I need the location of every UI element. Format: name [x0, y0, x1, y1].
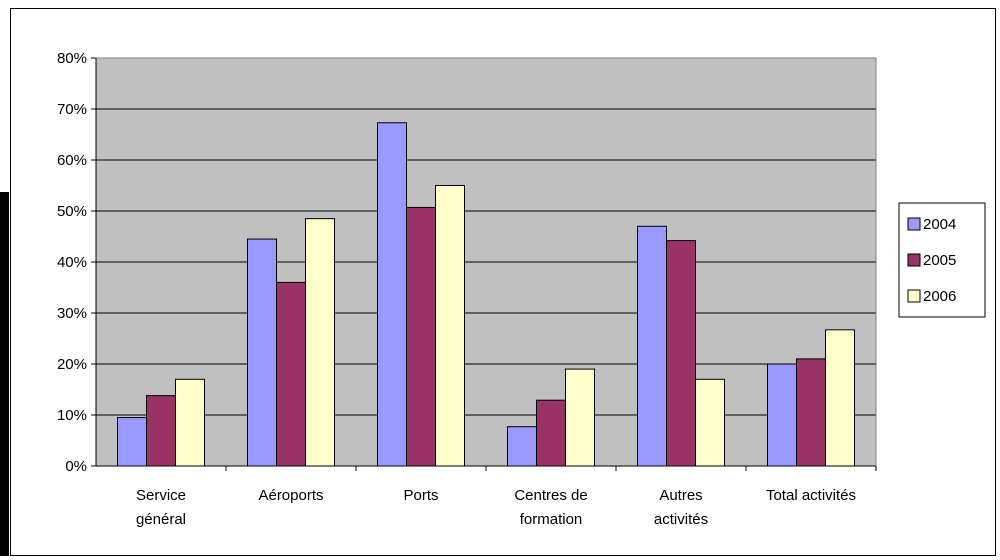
x-category-label: Autres activités	[654, 487, 708, 528]
y-tick-label: 50%	[57, 203, 87, 220]
y-tick-label: 60%	[57, 152, 87, 169]
bar-2005	[276, 281, 306, 467]
x-category-label: Total activités	[766, 487, 856, 504]
x-category-label: Aéroports	[258, 487, 323, 504]
legend-label-2005: 2005	[923, 252, 956, 269]
left-edge-bar	[0, 192, 9, 556]
bar-2005	[666, 240, 696, 467]
bar-2005	[146, 395, 176, 467]
bar-2004	[507, 426, 537, 467]
legend-swatch-2004	[907, 217, 921, 231]
axes	[91, 57, 877, 471]
y-tick-label: 20%	[57, 356, 87, 373]
legend-swatch-2005	[907, 253, 921, 267]
bar-2004	[637, 225, 667, 467]
y-tick-label: 30%	[57, 305, 87, 322]
bar-2005	[536, 399, 566, 467]
bar-2006	[435, 185, 465, 467]
legend-swatch-2006	[907, 289, 921, 303]
bar-2004	[767, 363, 797, 467]
bar-2006	[695, 378, 725, 467]
bar-2005	[796, 358, 826, 467]
y-tick-label: 80%	[57, 50, 87, 67]
bar-2004	[247, 238, 277, 467]
legend-label-2004: 2004	[923, 216, 956, 233]
y-tick-labels: 0% 10% 20% 30% 40% 50% 60% 70% 80%	[57, 50, 87, 475]
y-tick-label: 70%	[57, 101, 87, 118]
bar-2006	[175, 378, 205, 467]
bars	[117, 122, 855, 467]
x-category-label: Centres de formation	[514, 487, 587, 528]
x-category-label: Ports	[403, 487, 438, 504]
y-tick-label: 10%	[57, 407, 87, 424]
bar-2004	[377, 122, 407, 467]
bar-2006	[565, 368, 595, 467]
legend: 2004 2005 2006	[898, 202, 986, 318]
x-category-labels: Service général Aéroports Ports Centres de fo…	[136, 487, 856, 528]
bar-2006	[825, 329, 855, 467]
y-tick-label: 40%	[57, 254, 87, 271]
bar-2005	[406, 206, 436, 467]
y-tick-label: 0%	[65, 458, 87, 475]
bar-2004	[117, 417, 147, 467]
x-category-label: Service général	[136, 487, 186, 528]
bar-2006	[305, 218, 335, 467]
gridlines	[96, 57, 876, 416]
legend-label-2006: 2006	[923, 288, 956, 305]
